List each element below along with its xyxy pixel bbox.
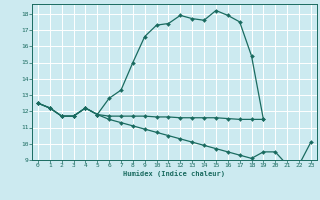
X-axis label: Humidex (Indice chaleur): Humidex (Indice chaleur) xyxy=(124,170,225,177)
